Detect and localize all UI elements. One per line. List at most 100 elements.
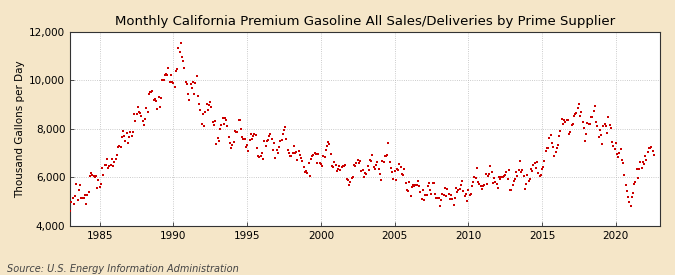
Point xyxy=(72,198,83,202)
Point xyxy=(514,159,525,163)
Point xyxy=(113,145,124,149)
Point xyxy=(610,141,621,146)
Point xyxy=(138,123,149,127)
Point xyxy=(500,173,510,178)
Point xyxy=(186,86,197,90)
Point xyxy=(639,162,649,166)
Point xyxy=(136,114,147,119)
Point xyxy=(240,145,251,150)
Point xyxy=(464,193,475,197)
Point xyxy=(310,151,321,156)
Point xyxy=(468,180,479,184)
Point xyxy=(157,78,167,82)
Y-axis label: Thousand Gallons per Day: Thousand Gallons per Day xyxy=(15,60,25,198)
Point xyxy=(146,89,157,94)
Point xyxy=(237,135,248,140)
Point xyxy=(384,160,395,164)
Point xyxy=(553,143,564,148)
Point xyxy=(266,136,277,141)
Point xyxy=(472,166,483,170)
Point xyxy=(409,184,420,188)
Point xyxy=(649,152,659,157)
Point xyxy=(221,118,232,122)
Title: Monthly California Premium Gasoline All Sales/Deliveries by Prime Supplier: Monthly California Premium Gasoline All … xyxy=(115,15,615,28)
Point xyxy=(620,183,631,187)
Point xyxy=(211,141,222,146)
Point xyxy=(608,144,619,148)
Point xyxy=(523,178,534,183)
Point xyxy=(300,169,311,173)
Point xyxy=(334,164,345,168)
Point xyxy=(95,182,106,187)
Point xyxy=(84,174,95,178)
Point xyxy=(356,169,367,173)
Point xyxy=(308,152,319,157)
Point xyxy=(393,167,404,172)
Point xyxy=(405,194,416,198)
Point xyxy=(244,138,255,142)
Point xyxy=(360,170,371,175)
Point xyxy=(474,182,485,186)
Point xyxy=(248,134,259,138)
Point xyxy=(231,130,242,134)
Point xyxy=(267,148,278,153)
Point xyxy=(411,183,422,188)
Point xyxy=(178,59,188,64)
Point xyxy=(512,174,523,178)
Point xyxy=(591,120,601,125)
Point xyxy=(71,182,82,186)
Point xyxy=(234,118,245,122)
Point xyxy=(140,116,151,121)
Point xyxy=(601,131,612,135)
Point xyxy=(169,85,180,89)
Point xyxy=(366,159,377,164)
Point xyxy=(269,141,279,145)
Point xyxy=(232,130,243,134)
Point xyxy=(463,188,474,192)
Point xyxy=(206,105,217,109)
Point xyxy=(495,177,506,181)
Point xyxy=(408,183,418,188)
Point xyxy=(95,185,105,189)
Point xyxy=(367,153,378,158)
Point xyxy=(613,155,624,159)
Point xyxy=(328,165,339,170)
Point xyxy=(227,142,238,147)
Point xyxy=(323,140,333,144)
Point xyxy=(263,138,273,142)
Point xyxy=(561,118,572,122)
Point xyxy=(167,80,178,84)
Point xyxy=(441,194,452,198)
Point xyxy=(632,176,643,180)
Point xyxy=(246,136,257,141)
Point xyxy=(612,152,622,156)
Point xyxy=(348,163,359,167)
Point xyxy=(631,167,642,172)
Point xyxy=(568,114,579,118)
Point xyxy=(273,145,284,149)
Point xyxy=(282,147,293,152)
Point xyxy=(163,66,174,70)
Point xyxy=(362,164,373,168)
Point xyxy=(574,101,585,106)
Point xyxy=(325,152,336,156)
Point xyxy=(447,197,458,201)
Point xyxy=(577,119,588,124)
Point xyxy=(107,157,117,162)
Point xyxy=(436,198,447,202)
Point xyxy=(335,168,346,172)
Point xyxy=(144,90,155,95)
Point xyxy=(381,154,392,158)
Point xyxy=(522,173,533,177)
Point xyxy=(304,174,315,178)
Point xyxy=(120,139,131,144)
Point xyxy=(128,129,138,134)
Point xyxy=(108,164,119,168)
Point xyxy=(387,170,398,175)
Point xyxy=(630,179,641,184)
Point xyxy=(101,163,111,167)
Point xyxy=(459,194,470,199)
Point xyxy=(425,188,435,193)
Point xyxy=(637,160,648,164)
Point xyxy=(431,196,441,200)
